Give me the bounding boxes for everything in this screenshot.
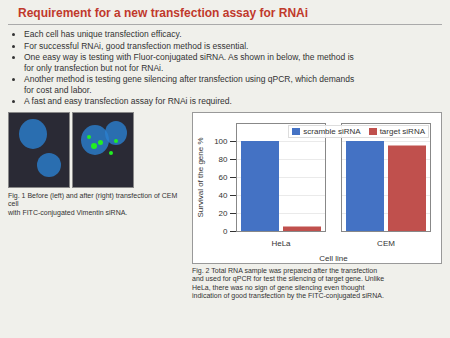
html-text:Each cell has unique transfect: Each cell has unique transfection effica… — [24, 29, 182, 39]
svg-text:Cell line: Cell line — [319, 253, 348, 262]
svg-text:20: 20 — [219, 209, 228, 218]
html-text:Another method is testing gene: Another method is testing gene silencing… — [24, 74, 355, 95]
html-text:Fig. 2 Total RNA sample was pr: Fig. 2 Total RNA sample was prepared aft… — [192, 266, 385, 299]
svg-text:60: 60 — [219, 173, 228, 182]
html-text:scramble siRNA: scramble siRNA — [303, 126, 361, 136]
html-text:Requirement for a new transfec: Requirement for a new transfection assay… — [18, 6, 309, 20]
svg-text:CEM: CEM — [377, 239, 395, 248]
html-text:target siRNA: target siRNA — [379, 126, 425, 136]
svg-text:Survival of the gene %: Survival of the gene % — [196, 137, 205, 217]
svg-text:100: 100 — [214, 137, 228, 146]
svg-text:HeLa: HeLa — [271, 239, 291, 248]
svg-text:80: 80 — [219, 155, 228, 164]
html-text:One easy way is testing with F: One easy way is testing with Fluor-conju… — [24, 52, 354, 73]
html-text:For successful RNAi, good tran: For successful RNAi, good transfection m… — [24, 40, 249, 51]
html-text:A fast and easy transfection a: A fast and easy transfection assay for R… — [24, 96, 232, 106]
svg-text:40: 40 — [219, 191, 228, 200]
html-text:Fig. 1 Before (left) and after: Fig. 1 Before (left) and after (right) t… — [8, 191, 178, 216]
svg-text:0: 0 — [223, 227, 228, 236]
